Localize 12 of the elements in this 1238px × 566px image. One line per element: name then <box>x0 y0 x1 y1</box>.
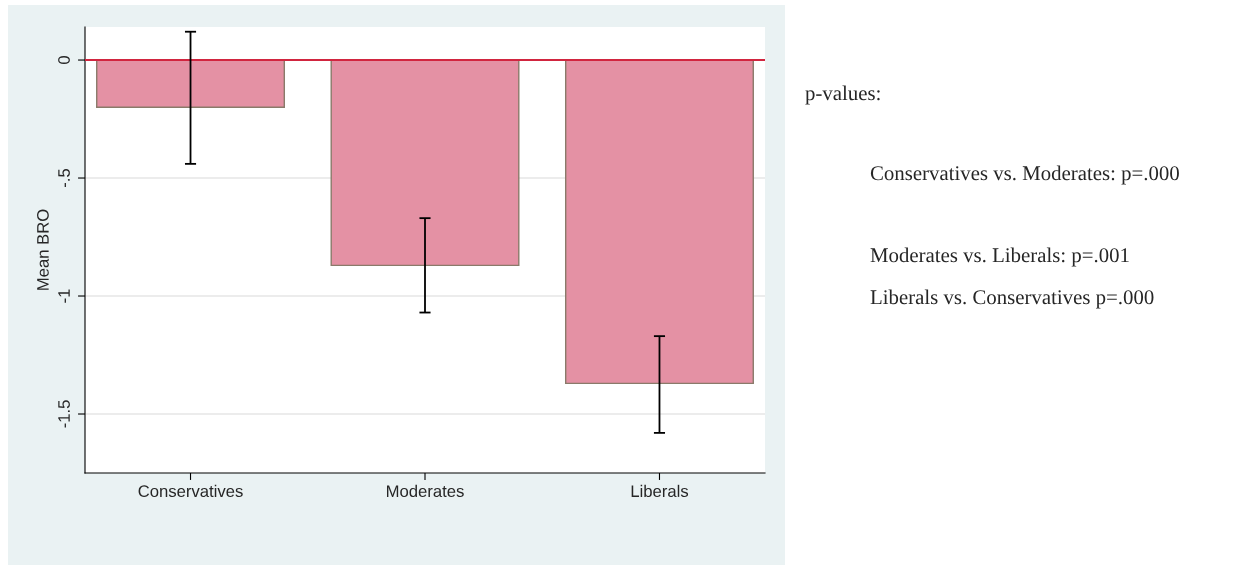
text: Moderates vs. Liberals: p=.001 <box>870 247 1129 267</box>
y-axis-title: Mean BRO <box>37 209 49 290</box>
text: p-values: <box>805 85 880 105</box>
y-tick-label: 0 <box>58 56 70 65</box>
y-tick-label: -1.5 <box>58 400 70 428</box>
y-tick-label: -.5 <box>58 169 70 188</box>
x-tick-label: Liberals <box>631 484 689 498</box>
x-tick-label: Conservatives <box>138 484 243 498</box>
text: Conservatives vs. Moderates: p=.000 <box>870 165 1179 185</box>
text: Liberals vs. Conservatives p=.000 <box>870 289 1154 309</box>
y-tick-label: -1 <box>58 289 70 303</box>
x-tick-label: Moderates <box>387 484 464 498</box>
